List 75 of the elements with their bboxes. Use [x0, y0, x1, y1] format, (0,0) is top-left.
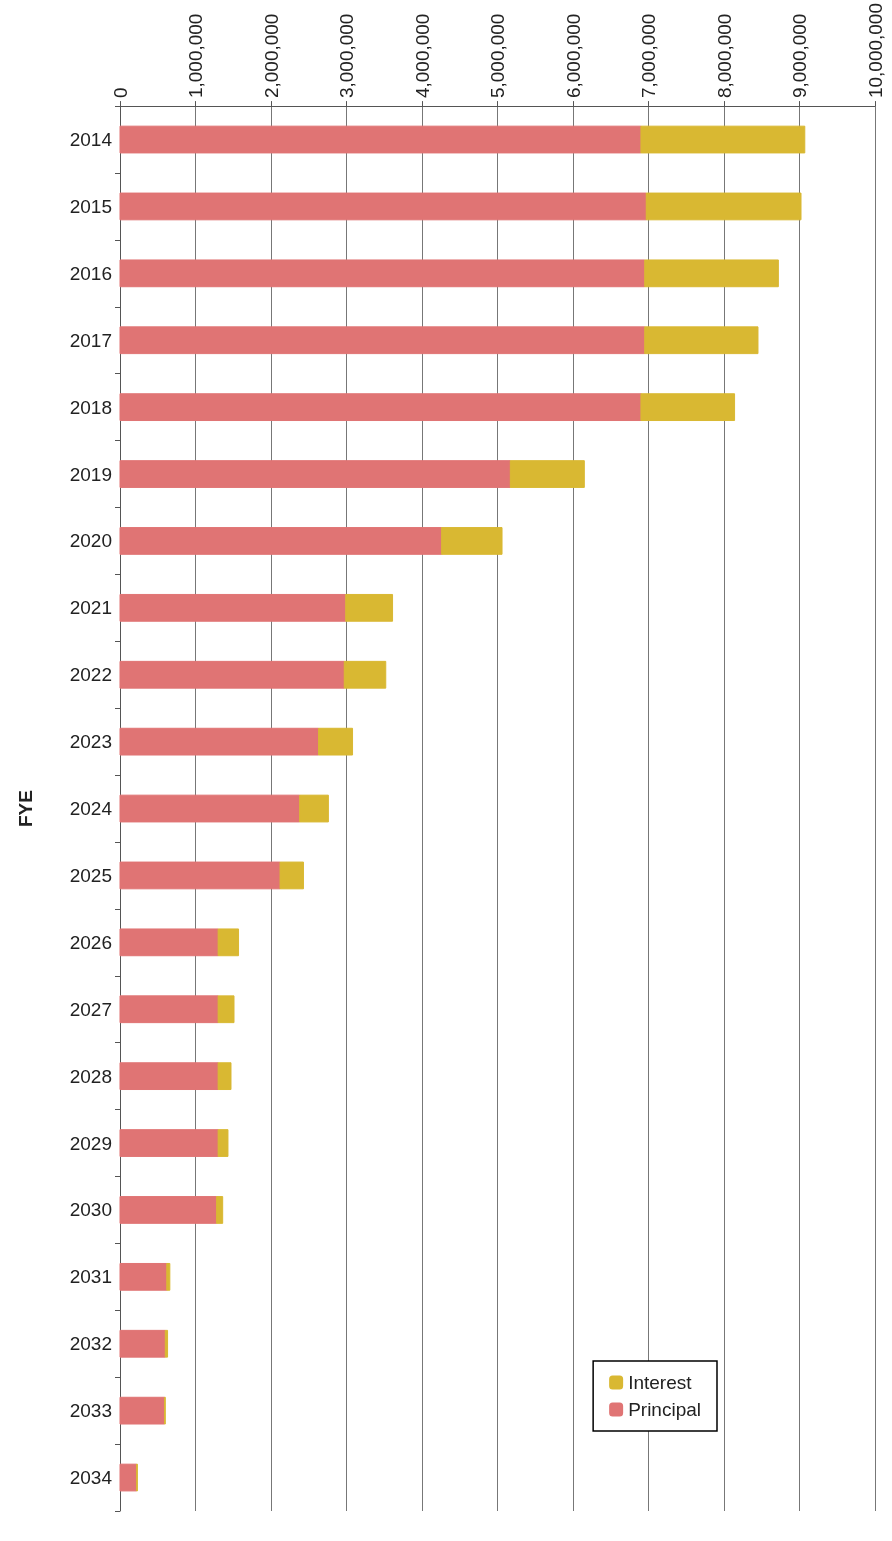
bar — [119, 1396, 166, 1425]
bar — [645, 192, 802, 221]
y-tick-label: 2027 — [69, 998, 112, 1020]
bar — [119, 393, 642, 422]
x-tick-label: 2,000,000 — [260, 13, 282, 99]
bar — [119, 593, 347, 622]
y-tick-label: 2018 — [69, 396, 112, 418]
bar — [640, 125, 806, 154]
y-tick-label: 2019 — [69, 463, 112, 485]
x-tick-label: 7,000,000 — [638, 13, 659, 99]
x-tick-label: 8,000,000 — [713, 13, 735, 99]
y-axis-title: FYE — [15, 790, 36, 828]
y-tick-label: 2017 — [69, 329, 112, 351]
y-tick-label: 2024 — [69, 798, 113, 820]
x-tick-label: 1,000,000 — [185, 13, 206, 99]
bar — [119, 1129, 219, 1157]
x-tick-label: 4,000,000 — [411, 13, 433, 99]
y-tick-label: 2022 — [69, 664, 112, 686]
x-tick-label: 9,000,000 — [789, 13, 810, 99]
bar — [119, 928, 219, 957]
bar — [119, 1062, 219, 1091]
bar — [217, 1062, 232, 1091]
bar — [345, 593, 394, 622]
bar — [119, 861, 281, 890]
x-tick-label: 3,000,000 — [336, 13, 357, 99]
bar — [119, 995, 219, 1024]
y-tick-label: 2032 — [69, 1333, 112, 1355]
bar — [119, 794, 301, 823]
bar — [644, 259, 779, 288]
bar — [166, 1262, 171, 1291]
legend-label: Interest — [628, 1372, 693, 1393]
y-tick-label: 2029 — [69, 1132, 112, 1154]
bar — [119, 1196, 218, 1224]
x-tick-label: 6,000,000 — [562, 13, 584, 99]
y-tick-label: 2023 — [69, 731, 112, 753]
y-tick-label: 2030 — [69, 1199, 112, 1221]
bar — [119, 259, 646, 288]
y-tick-label: 2034 — [69, 1467, 113, 1489]
y-tick-label: 2015 — [69, 195, 112, 217]
bar — [299, 794, 329, 823]
y-tick-label: 2033 — [69, 1400, 112, 1422]
bar — [119, 660, 345, 689]
bar — [119, 527, 443, 555]
y-tick-label: 2020 — [69, 530, 112, 552]
bar — [343, 660, 387, 689]
bar — [279, 861, 304, 890]
legend-label: Principal — [628, 1399, 702, 1420]
bar — [119, 1463, 138, 1492]
bar — [119, 1329, 166, 1358]
y-tick-label: 2016 — [69, 262, 112, 284]
y-tick-label: 2021 — [69, 597, 112, 619]
y-tick-label: 2031 — [69, 1266, 112, 1288]
y-tick-label: 2028 — [69, 1065, 112, 1087]
bar — [119, 460, 511, 488]
y-tick-label: 2025 — [69, 864, 112, 886]
bar — [217, 928, 240, 957]
bar — [119, 125, 642, 154]
bar — [164, 1329, 169, 1358]
bar — [119, 192, 647, 221]
y-tick-label: 2014 — [69, 129, 113, 151]
x-tick-label: 10,000,000 — [864, 3, 886, 99]
bar — [119, 1262, 168, 1291]
bar — [509, 460, 585, 488]
bar — [119, 727, 320, 756]
bar — [216, 1196, 224, 1224]
bar — [217, 995, 235, 1024]
bar — [217, 1129, 229, 1157]
bar — [441, 527, 503, 555]
bar — [640, 393, 736, 422]
bar — [318, 727, 354, 756]
bar — [644, 326, 759, 355]
bar — [119, 326, 646, 355]
x-tick-label: 5,000,000 — [487, 13, 508, 99]
y-tick-label: 2026 — [69, 931, 112, 953]
x-tick-label: 0 — [109, 87, 131, 99]
